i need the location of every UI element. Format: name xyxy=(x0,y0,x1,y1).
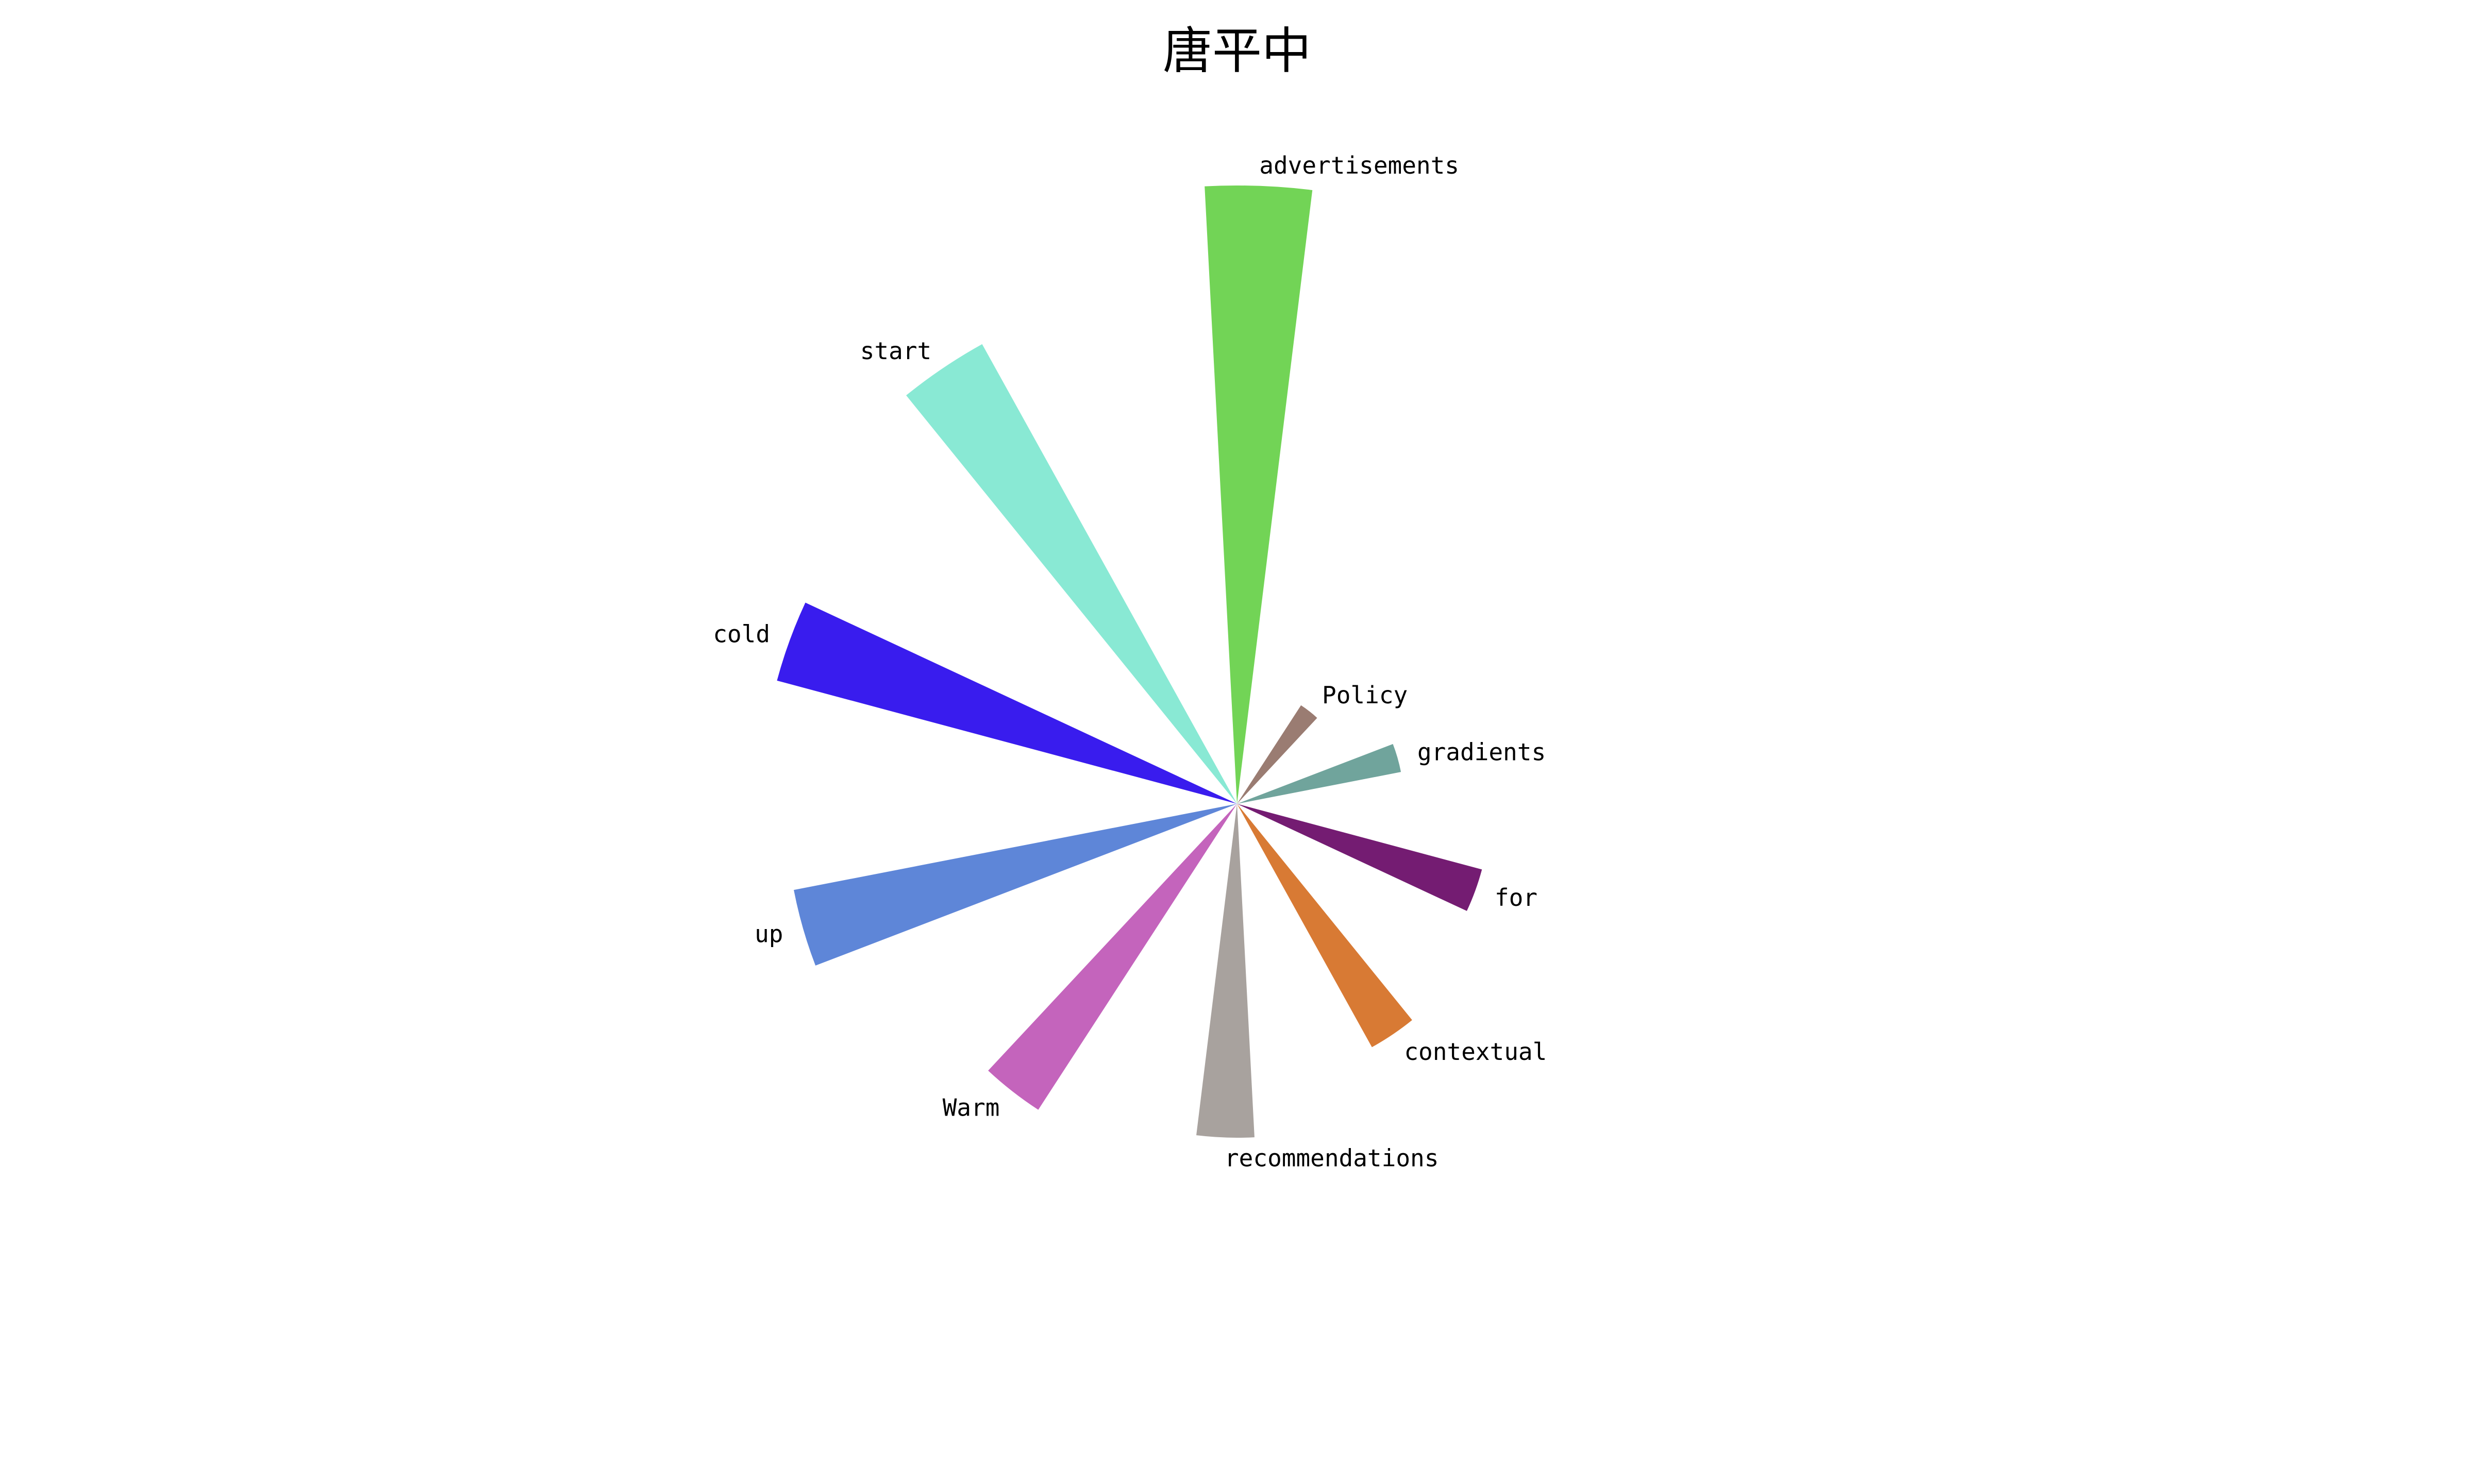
slice-label-start: start xyxy=(860,337,931,365)
chart-title: 唐平中 xyxy=(1163,22,1311,80)
slice-policy xyxy=(1237,705,1317,804)
slice-label-contextual: contextual xyxy=(1404,1038,1547,1066)
slice-start xyxy=(906,344,1237,804)
slice-cold xyxy=(777,602,1237,804)
slice-label-recommendations: recommendations xyxy=(1225,1144,1439,1172)
slice-label-for: for xyxy=(1495,884,1537,912)
slice-label-warm: Warm xyxy=(943,1093,1000,1121)
slice-label-gradients: gradients xyxy=(1417,738,1546,766)
slice-label-cold: cold xyxy=(713,620,770,648)
label-group: advertisements Policy gradients for contextu… xyxy=(713,151,1547,1172)
slice-label-advertisements: advertisements xyxy=(1259,151,1459,179)
slice-group xyxy=(777,185,1482,1138)
slice-gradients xyxy=(1237,744,1401,804)
slice-for xyxy=(1237,804,1482,911)
slice-label-up: up xyxy=(755,920,783,948)
slice-recommendations xyxy=(1196,804,1255,1138)
slice-contextual xyxy=(1237,804,1412,1048)
slice-advertisements xyxy=(1205,185,1313,804)
slice-warm xyxy=(988,804,1237,1110)
slice-up xyxy=(794,804,1237,966)
slice-label-policy: Policy xyxy=(1322,681,1408,709)
